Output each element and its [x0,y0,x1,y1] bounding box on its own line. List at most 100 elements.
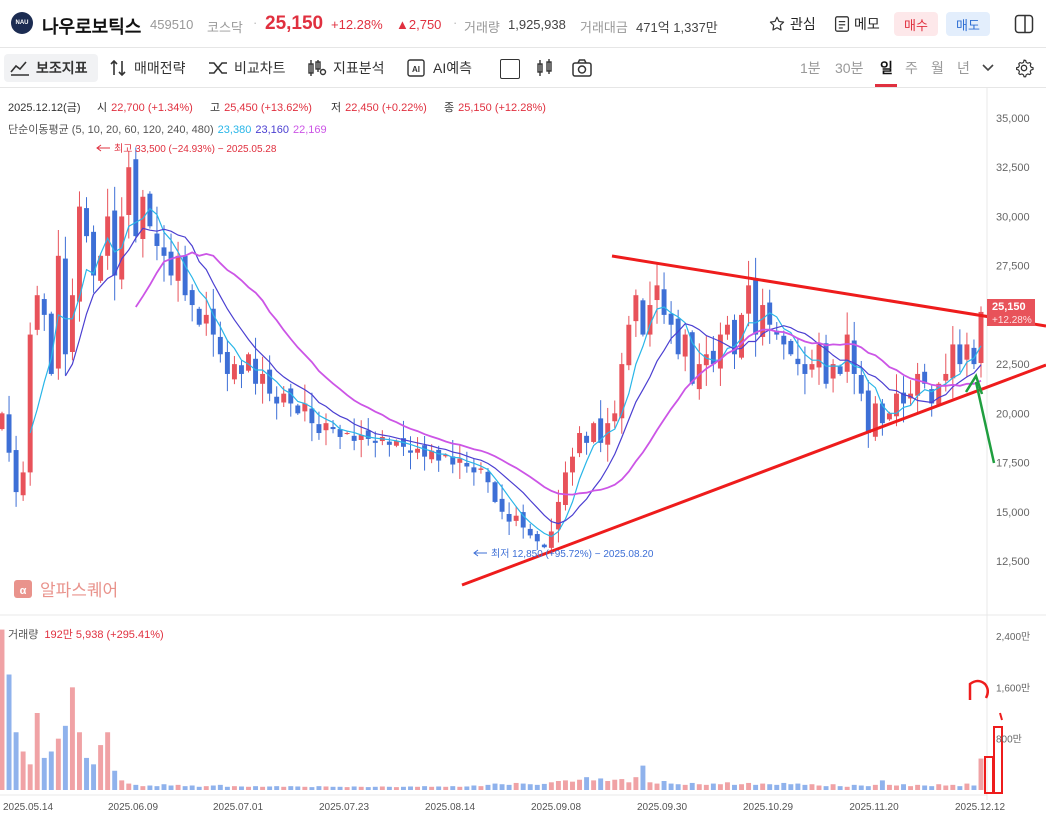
candle[interactable] [823,334,829,389]
candle[interactable] [217,321,223,363]
strategy-button[interactable]: 매매전략 [108,58,186,78]
candle[interactable] [457,444,463,479]
candle[interactable] [126,150,132,239]
candle[interactable] [816,332,822,385]
candle[interactable] [478,462,484,474]
candle[interactable] [661,272,667,324]
candle[interactable] [570,447,575,486]
candle[interactable] [274,386,280,420]
candle[interactable] [98,253,104,283]
candle[interactable] [964,332,970,378]
candle[interactable] [760,288,766,346]
candle[interactable] [668,301,674,344]
layout-toggle-button[interactable] [1014,14,1034,39]
candle[interactable] [555,489,561,543]
candle[interactable] [830,359,836,393]
candle[interactable] [619,352,625,434]
interval-30min[interactable]: 30분 [835,60,864,76]
candle[interactable] [598,400,604,453]
candle[interactable] [922,363,928,389]
candle-type-button[interactable] [535,58,555,83]
indicator-button[interactable]: 보조지표 [10,58,88,78]
candle[interactable] [915,362,921,413]
candle[interactable] [654,264,660,324]
candle[interactable] [957,329,963,373]
candle[interactable] [161,225,167,282]
candle[interactable] [246,352,251,373]
chart-settings-button[interactable] [1014,58,1034,83]
candle[interactable] [577,426,583,458]
candle[interactable] [464,451,470,473]
candle[interactable] [69,278,75,361]
candle[interactable] [675,309,681,360]
candle[interactable] [231,356,237,385]
interval-week[interactable]: 주 [905,60,918,76]
candle[interactable] [717,322,723,386]
candle[interactable] [612,400,618,429]
candle[interactable] [295,403,301,415]
candle[interactable] [647,281,653,347]
ma-legend[interactable]: 단순이동평균 (5, 10, 20, 60, 120, 240, 480) 23,… [8,123,327,136]
analysis-button[interactable]: 지표분석 [307,58,385,78]
candle[interactable] [739,312,744,360]
sell-button[interactable]: 매도 [946,12,990,36]
candle[interactable] [682,329,688,372]
candle[interactable] [224,340,230,392]
candle[interactable] [499,484,505,520]
candle[interactable] [112,186,118,301]
candle[interactable] [492,480,498,504]
candle[interactable] [872,396,878,441]
candle[interactable] [62,236,68,376]
candle[interactable] [140,189,146,258]
candle[interactable] [541,543,547,549]
candle[interactable] [77,191,82,322]
candle[interactable] [20,461,26,501]
candle[interactable] [633,289,639,337]
candle[interactable] [865,379,871,448]
screenshot-button[interactable] [571,58,593,83]
candle[interactable] [210,288,216,357]
candle[interactable] [851,321,857,395]
candle[interactable] [133,147,139,243]
candle[interactable] [239,360,244,389]
candle[interactable] [41,293,47,331]
candle[interactable] [436,445,442,472]
price-chart[interactable]: α 알파스퀘어 35,00032,50030,00027,50025,00022… [0,88,1046,823]
interval-dropdown-button[interactable] [981,61,995,79]
candle[interactable] [27,322,33,486]
candle[interactable] [0,411,5,431]
candle[interactable] [6,395,12,462]
candle[interactable] [288,383,294,417]
candle[interactable] [309,392,315,442]
candle[interactable] [689,330,695,386]
candle[interactable] [901,376,906,423]
candle[interactable] [358,420,364,458]
candle[interactable] [260,356,266,404]
interval-1min[interactable]: 1분 [800,60,821,76]
candle[interactable] [640,298,646,337]
candle[interactable] [344,431,350,435]
candle[interactable] [506,502,512,535]
candle[interactable] [84,197,89,243]
candle[interactable] [971,339,977,370]
candle[interactable] [189,284,195,322]
candle[interactable] [562,461,568,511]
candle[interactable] [379,430,385,446]
ai-predict-button[interactable]: AI AI예측 [405,58,472,78]
candle[interactable] [710,336,716,373]
draw-box-button[interactable] [500,59,520,79]
candle[interactable] [91,225,97,293]
candle[interactable] [732,314,737,370]
watchlist-button[interactable]: 관심 [768,14,816,34]
candle[interactable] [450,440,456,474]
candle[interactable] [55,229,61,380]
candle[interactable] [48,311,54,376]
candle[interactable] [386,437,392,457]
candle[interactable] [316,411,322,440]
candle[interactable] [591,421,597,444]
interval-month[interactable]: 월 [931,60,944,76]
candle[interactable] [105,188,111,270]
candle[interactable] [788,339,794,357]
candle[interactable] [527,523,533,539]
candle[interactable] [724,315,730,340]
